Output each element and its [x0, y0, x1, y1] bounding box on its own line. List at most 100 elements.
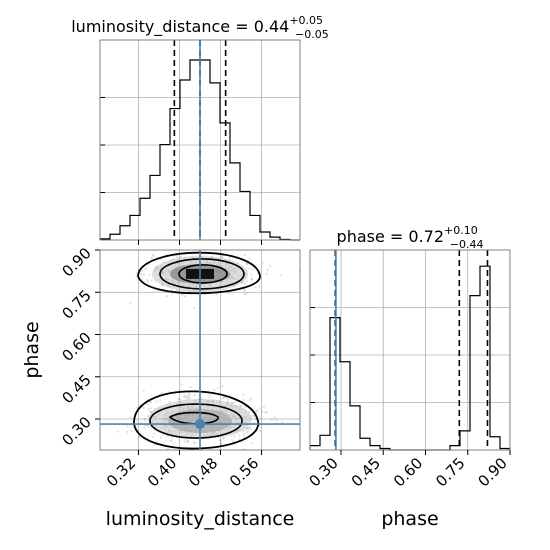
scatter-point — [155, 400, 158, 403]
scatter-point — [281, 421, 284, 424]
scatter-point — [213, 388, 216, 391]
scatter-point — [248, 257, 251, 260]
scatter-point — [166, 447, 170, 450]
scatter-point — [142, 273, 146, 276]
scatter-point — [148, 401, 151, 404]
scatter-point — [244, 282, 247, 285]
scatter-point — [247, 429, 250, 432]
scatter-point — [220, 255, 223, 258]
scatter-point — [248, 427, 251, 430]
scatter-point — [245, 280, 248, 283]
scatter-point — [233, 400, 237, 404]
contour-inner — [178, 264, 228, 284]
scatter-point — [231, 439, 234, 442]
scatter-point — [251, 414, 254, 417]
scatter-point — [129, 302, 132, 305]
scatter-point — [149, 407, 152, 410]
scatter-point — [150, 279, 154, 282]
scatter-point — [184, 396, 187, 399]
scatter-point — [250, 442, 254, 445]
scatter-point — [243, 289, 246, 292]
scatter-point — [220, 442, 223, 445]
scatter-point — [166, 435, 169, 438]
scatter-point — [151, 253, 154, 256]
histogram-step — [99, 59, 300, 241]
scatter-point — [223, 396, 226, 399]
scatter-point — [179, 398, 182, 401]
scatter-point — [153, 432, 156, 435]
scatter-point — [135, 420, 138, 423]
contour-middle — [149, 403, 243, 439]
scatter-point — [152, 435, 155, 438]
scatter-point — [259, 429, 262, 432]
scatter-point — [248, 425, 251, 429]
scatter-point — [245, 292, 248, 295]
scatter-point — [258, 407, 261, 410]
scatter-point — [251, 268, 254, 271]
scatter-point — [208, 395, 211, 398]
scatter-point — [183, 440, 186, 443]
scatter-point — [250, 277, 253, 280]
panel-frame — [99, 249, 301, 451]
scatter-point — [219, 438, 222, 442]
scatter-point — [250, 428, 253, 431]
scatter-point — [129, 416, 132, 419]
scatter-point — [187, 392, 190, 395]
scatter-point — [186, 395, 189, 398]
scatter-point — [242, 394, 245, 397]
scatter-point — [126, 424, 129, 427]
scatter-point — [194, 442, 197, 445]
scatter-point — [248, 267, 251, 270]
scatter-point — [275, 419, 278, 422]
x-axis-label-phase: phase — [381, 508, 438, 530]
axis-labels: luminosity_distance phase phase — [21, 321, 439, 530]
title-phase: phase = 0.72+0.10 −0.44 — [337, 224, 484, 251]
scatter-point — [255, 409, 258, 412]
scatter-point — [266, 268, 269, 271]
scatter-point — [219, 442, 223, 446]
scatter-point — [250, 273, 253, 276]
scatter-point — [251, 278, 254, 281]
scatter-point — [162, 433, 165, 436]
scatter-point — [147, 408, 150, 411]
contour-outer — [133, 390, 259, 450]
scatter-point — [224, 396, 227, 400]
scatter-point — [142, 390, 145, 393]
scatter-point — [146, 279, 149, 282]
scatter-point — [141, 269, 144, 272]
scatter-point — [139, 274, 142, 277]
scatter-point — [243, 254, 246, 257]
scatter-point — [248, 399, 251, 402]
scatter-point — [264, 411, 267, 414]
scatter-point — [183, 394, 186, 397]
scatter-point — [152, 254, 155, 258]
scatter-point — [223, 437, 226, 440]
scatter-point — [170, 437, 174, 440]
scatter-point — [243, 288, 246, 291]
scatter-point — [140, 421, 143, 424]
scatter-point — [258, 285, 261, 288]
title-luminosity-distance: luminosity_distance = 0.44+0.05 −0.05 — [71, 14, 329, 41]
scatter-point — [173, 442, 176, 445]
scatter-point — [148, 274, 151, 277]
scatter-point — [273, 416, 276, 419]
scatter-point — [241, 398, 245, 401]
scatter-point — [144, 267, 147, 270]
scatter-point — [177, 398, 180, 401]
scatter-point — [171, 292, 174, 295]
scatter-point — [246, 262, 249, 265]
scatter-point — [193, 307, 196, 310]
scatter-point — [150, 256, 153, 259]
y-axis-label-phase: phase — [21, 321, 43, 378]
scatter-point — [221, 396, 225, 400]
scatter-point — [243, 434, 246, 437]
contour-middle — [159, 258, 245, 290]
scatter-point — [219, 439, 222, 442]
scatter-point — [262, 261, 265, 264]
scatter-point — [259, 417, 262, 420]
scatter-point — [159, 399, 162, 402]
scatter-point — [265, 273, 268, 276]
scatter-point — [147, 403, 150, 406]
truth-marker — [195, 419, 205, 430]
